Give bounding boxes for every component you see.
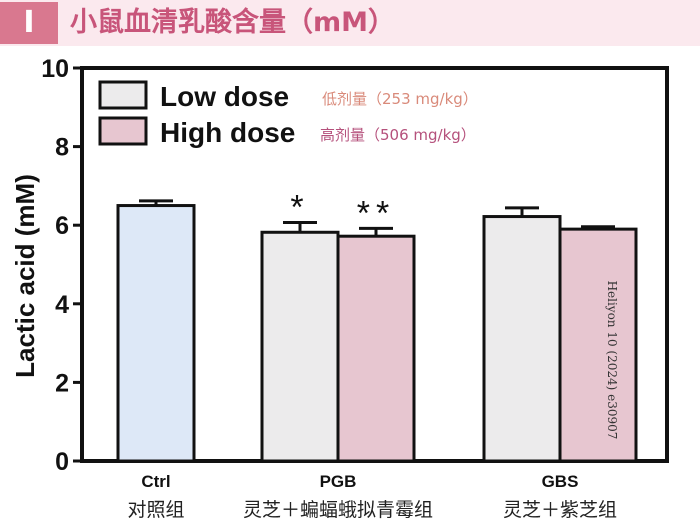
- legend-label-cn: 高剂量（506 mg/kg）: [320, 126, 476, 144]
- bar-high-dose-gbs: [558, 227, 638, 463]
- x-group-label-cn: 对照组: [127, 499, 184, 521]
- x-group-label: GBS: [542, 472, 579, 491]
- x-group-label: Ctrl: [141, 472, 170, 491]
- header-bar: [0, 0, 700, 46]
- y-tick-label: 0: [55, 448, 69, 476]
- significance-marker: *: [290, 188, 309, 226]
- y-tick-label: 2: [55, 369, 69, 397]
- panel-title: 小鼠血清乳酸含量（mM）: [70, 7, 396, 38]
- journal-credit: Heliyon 10 (2024) e30907: [605, 280, 619, 440]
- legend-label: High dose: [160, 117, 295, 148]
- legend-label: Low dose: [160, 81, 289, 112]
- significance-marker: **: [357, 194, 395, 232]
- bar-low-dose-gbs: [482, 215, 562, 463]
- y-axis-label: Lactic acid (mM): [10, 174, 40, 378]
- bar-low-dose-pgb: [260, 230, 340, 463]
- x-group-label-cn: 灵芝＋紫芝组: [503, 499, 617, 521]
- bar-ctrl: [116, 204, 196, 463]
- y-tick-label: 6: [55, 212, 69, 240]
- x-group-label: PGB: [320, 472, 357, 491]
- legend-swatch: [98, 80, 148, 110]
- bar-high-dose-pgb: [336, 234, 416, 463]
- legend-swatch: [98, 116, 148, 146]
- y-tick-label: 8: [55, 134, 69, 162]
- y-tick-label: 10: [41, 55, 69, 83]
- legend-label-cn: 低剂量（253 mg/kg）: [322, 90, 478, 108]
- x-group-label-cn: 灵芝＋蝙蝠蛾拟青霉组: [243, 499, 433, 521]
- y-tick-label: 4: [55, 291, 69, 319]
- panel-tag: I: [0, 2, 58, 44]
